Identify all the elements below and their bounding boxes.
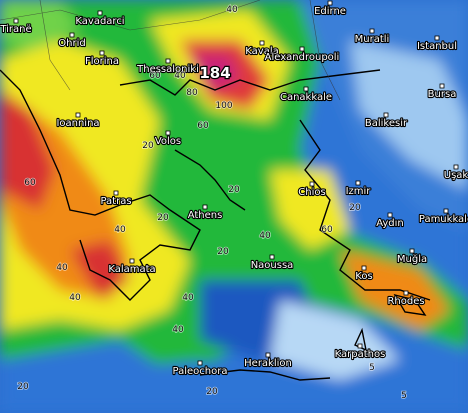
city-marker bbox=[355, 180, 361, 186]
city-label: Paleochora bbox=[173, 366, 228, 377]
contour-label: 40 bbox=[114, 225, 126, 235]
city-marker bbox=[361, 265, 367, 271]
contour-label: 80 bbox=[186, 88, 198, 98]
borders bbox=[0, 0, 341, 101]
city-marker bbox=[303, 86, 309, 92]
city-label: Patras bbox=[100, 196, 131, 207]
city-marker bbox=[439, 83, 445, 89]
city-marker bbox=[265, 352, 271, 358]
contour-label: 5 bbox=[401, 391, 407, 401]
contour-label: 20 bbox=[206, 387, 218, 397]
city-label: Edirne bbox=[314, 6, 346, 17]
city-marker bbox=[97, 10, 103, 16]
city-label: Florina bbox=[85, 56, 119, 67]
contour-label: 40 bbox=[226, 5, 238, 15]
city-marker bbox=[309, 181, 315, 187]
city-label: Izmir bbox=[346, 186, 372, 197]
city-label: Karpathos bbox=[335, 349, 386, 360]
city-label: Kavala bbox=[245, 46, 278, 57]
city-label: Kalamata bbox=[108, 264, 155, 275]
city-label: Chios bbox=[298, 187, 325, 198]
city-label: Rhodes bbox=[387, 296, 424, 307]
city-marker bbox=[75, 112, 81, 118]
coastlines bbox=[0, 69, 431, 381]
city-marker bbox=[387, 212, 393, 218]
contour-label: 60 bbox=[149, 71, 161, 81]
city-label: Kavadarci bbox=[75, 16, 124, 27]
city-marker bbox=[369, 28, 375, 34]
city-label: Uşak bbox=[444, 170, 468, 181]
contour-label: 40 bbox=[69, 293, 81, 303]
city-label: Heraklion bbox=[244, 358, 292, 369]
contour-label: 40 bbox=[182, 293, 194, 303]
contour-label: 60 bbox=[321, 225, 333, 235]
city-marker bbox=[299, 46, 305, 52]
city-label: Istanbul bbox=[417, 41, 457, 52]
city-label: Canakkale bbox=[280, 92, 332, 103]
contour-label: 40 bbox=[172, 325, 184, 335]
contour-label: 20 bbox=[157, 213, 169, 223]
contour-label: 20 bbox=[349, 203, 361, 213]
city-label: Aydın bbox=[376, 218, 404, 229]
city-label: Balikesir bbox=[365, 118, 408, 129]
contour-label: 40 bbox=[259, 231, 271, 241]
city-marker bbox=[165, 130, 171, 136]
city-marker bbox=[113, 190, 119, 196]
contour-label: 60 bbox=[24, 178, 36, 188]
contour-label: 20 bbox=[217, 247, 229, 257]
city-marker bbox=[383, 112, 389, 118]
city-marker bbox=[129, 258, 135, 264]
city-marker bbox=[99, 50, 105, 56]
city-label: Bursa bbox=[428, 89, 457, 100]
city-marker bbox=[453, 164, 459, 170]
city-label: Muratli bbox=[355, 34, 390, 45]
city-label: Alexandroupoli bbox=[265, 52, 340, 63]
city-label: Kos bbox=[355, 271, 372, 282]
city-marker bbox=[409, 248, 415, 254]
contour-label: 20 bbox=[228, 185, 240, 195]
city-label: Naoussa bbox=[251, 260, 294, 271]
city-marker bbox=[13, 18, 19, 24]
city-marker bbox=[69, 32, 75, 38]
city-label: Ioannina bbox=[56, 118, 99, 129]
contour-label: 20 bbox=[17, 382, 29, 392]
contour-label: 5 bbox=[369, 363, 375, 373]
city-marker bbox=[357, 343, 363, 349]
city-marker bbox=[269, 254, 275, 260]
city-marker bbox=[434, 35, 440, 41]
city-label: Pamukkale bbox=[419, 214, 468, 225]
city-label: Athens bbox=[188, 210, 223, 221]
contour-label: 60 bbox=[197, 121, 209, 131]
city-marker bbox=[165, 58, 171, 64]
contour-label: 40 bbox=[56, 263, 68, 273]
contour-label: 100 bbox=[215, 101, 232, 111]
contour-label: 20 bbox=[142, 141, 154, 151]
city-marker bbox=[259, 40, 265, 46]
city-marker bbox=[403, 290, 409, 296]
peak-value: 184 bbox=[199, 64, 230, 82]
city-label: Tiranë bbox=[0, 24, 32, 35]
city-marker bbox=[327, 0, 333, 6]
city-label: Muğla bbox=[397, 253, 427, 265]
contour-label: 40 bbox=[174, 71, 186, 81]
city-marker bbox=[443, 208, 449, 214]
city-label: Ohrid bbox=[58, 38, 85, 49]
city-marker bbox=[197, 360, 203, 366]
city-label: Volos bbox=[155, 136, 181, 147]
city-marker bbox=[202, 204, 208, 210]
city-label: Thessaloniki bbox=[136, 64, 199, 75]
